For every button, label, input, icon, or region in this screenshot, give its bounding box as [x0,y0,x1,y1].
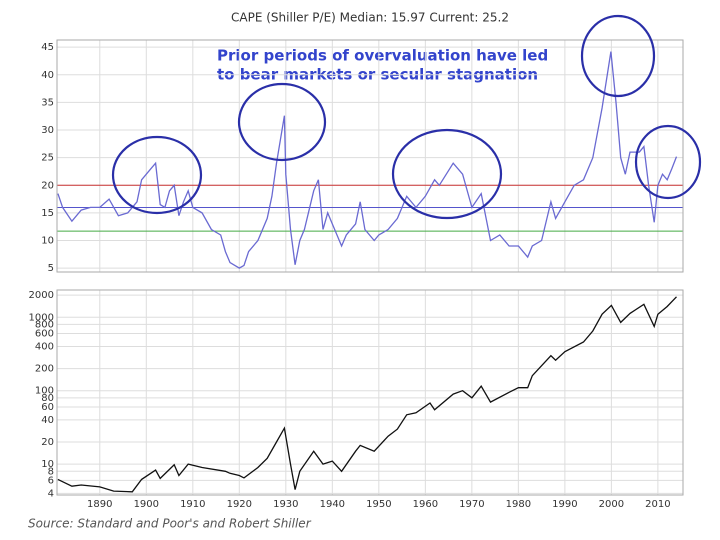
y-tick-label: 30 [41,125,54,136]
annotation: Prior periods of overvaluation have led [217,47,548,65]
y-tick-label: 2000 [29,290,54,301]
y-tick-label: 20 [41,180,54,191]
circle [634,124,702,200]
y-tick-label: 35 [41,97,54,108]
data-line [57,296,677,493]
y-tick-label: 600 [35,329,54,340]
y-tick-label: 45 [41,42,54,53]
data-line [57,51,678,269]
y-tick-label: 400 [35,341,54,352]
x-tick-label: 1910 [180,499,205,510]
source: Source: Standard and Poor's and Robert S… [28,517,312,531]
y-tick-label: 60 [41,402,54,413]
chart-title: CAPE (Shiller P/E) Median: 15.97 Current… [231,11,509,25]
y-tick-label: 200 [35,364,54,375]
circle [237,82,327,162]
x-tick-label: 1990 [552,499,577,510]
x-tick-label: 1980 [506,499,531,510]
circle [580,14,656,98]
y-tick-label: 40 [41,415,54,426]
y-tick-label: 8 [48,466,54,477]
circle [391,128,503,220]
y-tick-label: 80 [41,393,54,404]
y-tick-label: 10 [41,236,54,247]
y-tick-label: 15 [41,208,54,219]
x-tick-label: 1900 [134,499,159,510]
y-tick-label: 5 [48,263,54,274]
y-tick-label: 4 [48,488,54,499]
x-tick-label: 1890 [87,499,112,510]
plot-frame [56,289,684,496]
x-tick-label: 1930 [273,499,298,510]
y-tick-label: 6 [48,475,54,486]
x-tick-label: 2010 [645,499,670,510]
x-tick-label: 1950 [366,499,391,510]
y-tick-label: 10 [41,459,54,470]
y-tick-label: 25 [41,153,54,164]
plot-frame [56,39,684,273]
y-tick-label: 40 [41,70,54,81]
x-tick-label: 1970 [459,499,484,510]
annotation-circles [111,14,702,220]
y-tick-label: 20 [41,437,54,448]
y-tick-label: 1000 [29,312,54,323]
y-tick-label: 100 [35,386,54,397]
y-tick-label: 800 [35,319,54,330]
x-tick-label: 1920 [227,499,252,510]
circle [111,135,203,215]
x-tick-label: 1940 [320,499,345,510]
x-tick-label: 2000 [599,499,624,510]
x-tick-label: 1960 [413,499,438,510]
